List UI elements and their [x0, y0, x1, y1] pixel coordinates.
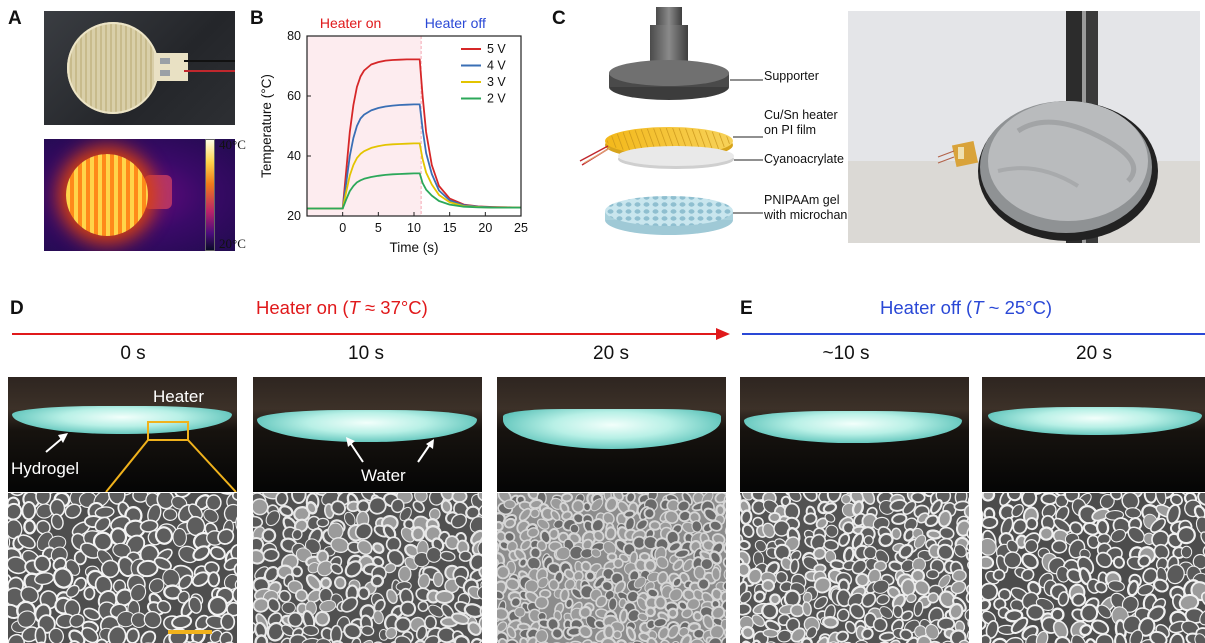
- device-photo: [848, 11, 1200, 243]
- panel-letter-d: D: [10, 298, 24, 319]
- colorbar-min-label: 20°C: [219, 236, 246, 251]
- panel-e-title-suffix: ~ 25°C): [983, 297, 1053, 318]
- supporter-label: Supporter: [764, 69, 819, 83]
- x-tick-label: 5: [375, 221, 382, 235]
- thermal-image: [44, 139, 235, 251]
- contact-pad: [160, 70, 170, 76]
- red-wire: [184, 70, 235, 72]
- scale-bar: [168, 630, 212, 634]
- panel-d-title-prefix: Heater on (: [256, 297, 349, 318]
- panel-letter-e: E: [740, 298, 753, 319]
- sem-image-10s: [253, 493, 482, 643]
- series-line-4v: [307, 103, 521, 210]
- hydrogel-shape: [988, 407, 1202, 435]
- heater-contact-tab: [154, 53, 188, 81]
- panel-e-title-prefix: Heater off (: [880, 297, 973, 318]
- colorbar-max-label: 40°C: [219, 137, 246, 152]
- heater-on-band: [307, 36, 422, 216]
- y-tick-label: 60: [287, 89, 301, 103]
- sem-image-off-10s: [740, 493, 969, 643]
- time-label-0s: 0 s: [120, 343, 146, 364]
- series-line-2v: [307, 172, 521, 210]
- heater-disc: [67, 22, 159, 114]
- gel-photo-20s: [497, 377, 726, 492]
- time-label-20s-off: 20 s: [1076, 343, 1112, 364]
- gel-label-line2: with microchannels: [764, 208, 871, 222]
- y-tick-label: 80: [287, 29, 301, 43]
- heater-on-arrow: [12, 328, 730, 340]
- cyanoacrylate-layer: [618, 146, 734, 169]
- x-axis-label: Time (s): [390, 240, 439, 255]
- heater-text: Heater: [153, 387, 205, 406]
- thermal-hot-disc: [66, 154, 148, 236]
- gel-photo-0s: Heater Hydrogel: [8, 377, 237, 492]
- x-tick-label: 0: [339, 221, 346, 235]
- panel-letter-c: C: [552, 8, 566, 29]
- exploded-diagram: [579, 7, 763, 235]
- gel-photo-10s: Water: [253, 377, 482, 492]
- legend-entry: 2 V: [487, 92, 506, 106]
- water-text: Water: [361, 466, 406, 485]
- heater-photo: [44, 11, 235, 125]
- panel-d-title-var: T: [348, 297, 360, 318]
- y-tick-label: 20: [287, 209, 301, 223]
- black-wire: [184, 60, 235, 62]
- legend-entry: 4 V: [487, 59, 506, 73]
- time-label-20s: 20 s: [593, 343, 629, 364]
- time-label-10s-off: ~10 s: [822, 343, 870, 364]
- hydrogel-text: Hydrogel: [11, 459, 80, 478]
- heater-label-line1: Cu/Sn heater: [764, 108, 838, 122]
- contact-pad: [160, 58, 170, 64]
- heater-label-line2: on PI film: [764, 123, 817, 137]
- y-axis-label: Temperature (°C): [259, 74, 274, 178]
- x-tick-label: 20: [478, 221, 492, 235]
- panel-letter-a: A: [8, 8, 22, 29]
- gel-shape: [605, 196, 733, 235]
- legend-entry: 5 V: [487, 42, 506, 56]
- heater-off-label: Heater off: [425, 15, 486, 31]
- panel-d-title-suffix: ≈ 37°C): [359, 297, 428, 318]
- hydrogel-shape: [503, 409, 721, 449]
- thermal-tab: [144, 175, 172, 209]
- gel-photo-off-10s: [740, 377, 969, 492]
- sem-image-20s: [497, 493, 726, 643]
- supporter-shape: [609, 7, 729, 100]
- gel-label-line1: PNIPAAm gel: [764, 193, 840, 207]
- temperature-chart: Heater on Heater off 0 5 10 15 20 25 20 40 60 80 Tim…: [259, 15, 528, 255]
- x-tick-label: 15: [443, 221, 457, 235]
- time-label-10s: 10 s: [348, 343, 384, 364]
- panel-letter-b: B: [250, 8, 264, 29]
- sem-image-off-20s: [982, 493, 1205, 643]
- legend-entry: 3 V: [487, 75, 506, 89]
- cyanoacrylate-label: Cyanoacrylate: [764, 152, 844, 166]
- panel-e-title-var: T: [972, 297, 984, 318]
- gel-photo-off-20s: [982, 377, 1205, 492]
- x-tick-label: 10: [407, 221, 421, 235]
- thermal-colorbar: [205, 139, 215, 251]
- panel-d-title: Heater on (T ≈ 37°C): [256, 297, 428, 319]
- y-tick-label: 40: [287, 149, 301, 163]
- hydrogel-shape: [744, 411, 962, 443]
- heater-off-line: [742, 333, 1205, 335]
- x-tick-label: 25: [514, 221, 528, 235]
- heater-on-label: Heater on: [320, 15, 381, 31]
- sem-image-0s: [8, 493, 237, 643]
- panel-e-title: Heater off (T ~ 25°C): [880, 297, 1052, 319]
